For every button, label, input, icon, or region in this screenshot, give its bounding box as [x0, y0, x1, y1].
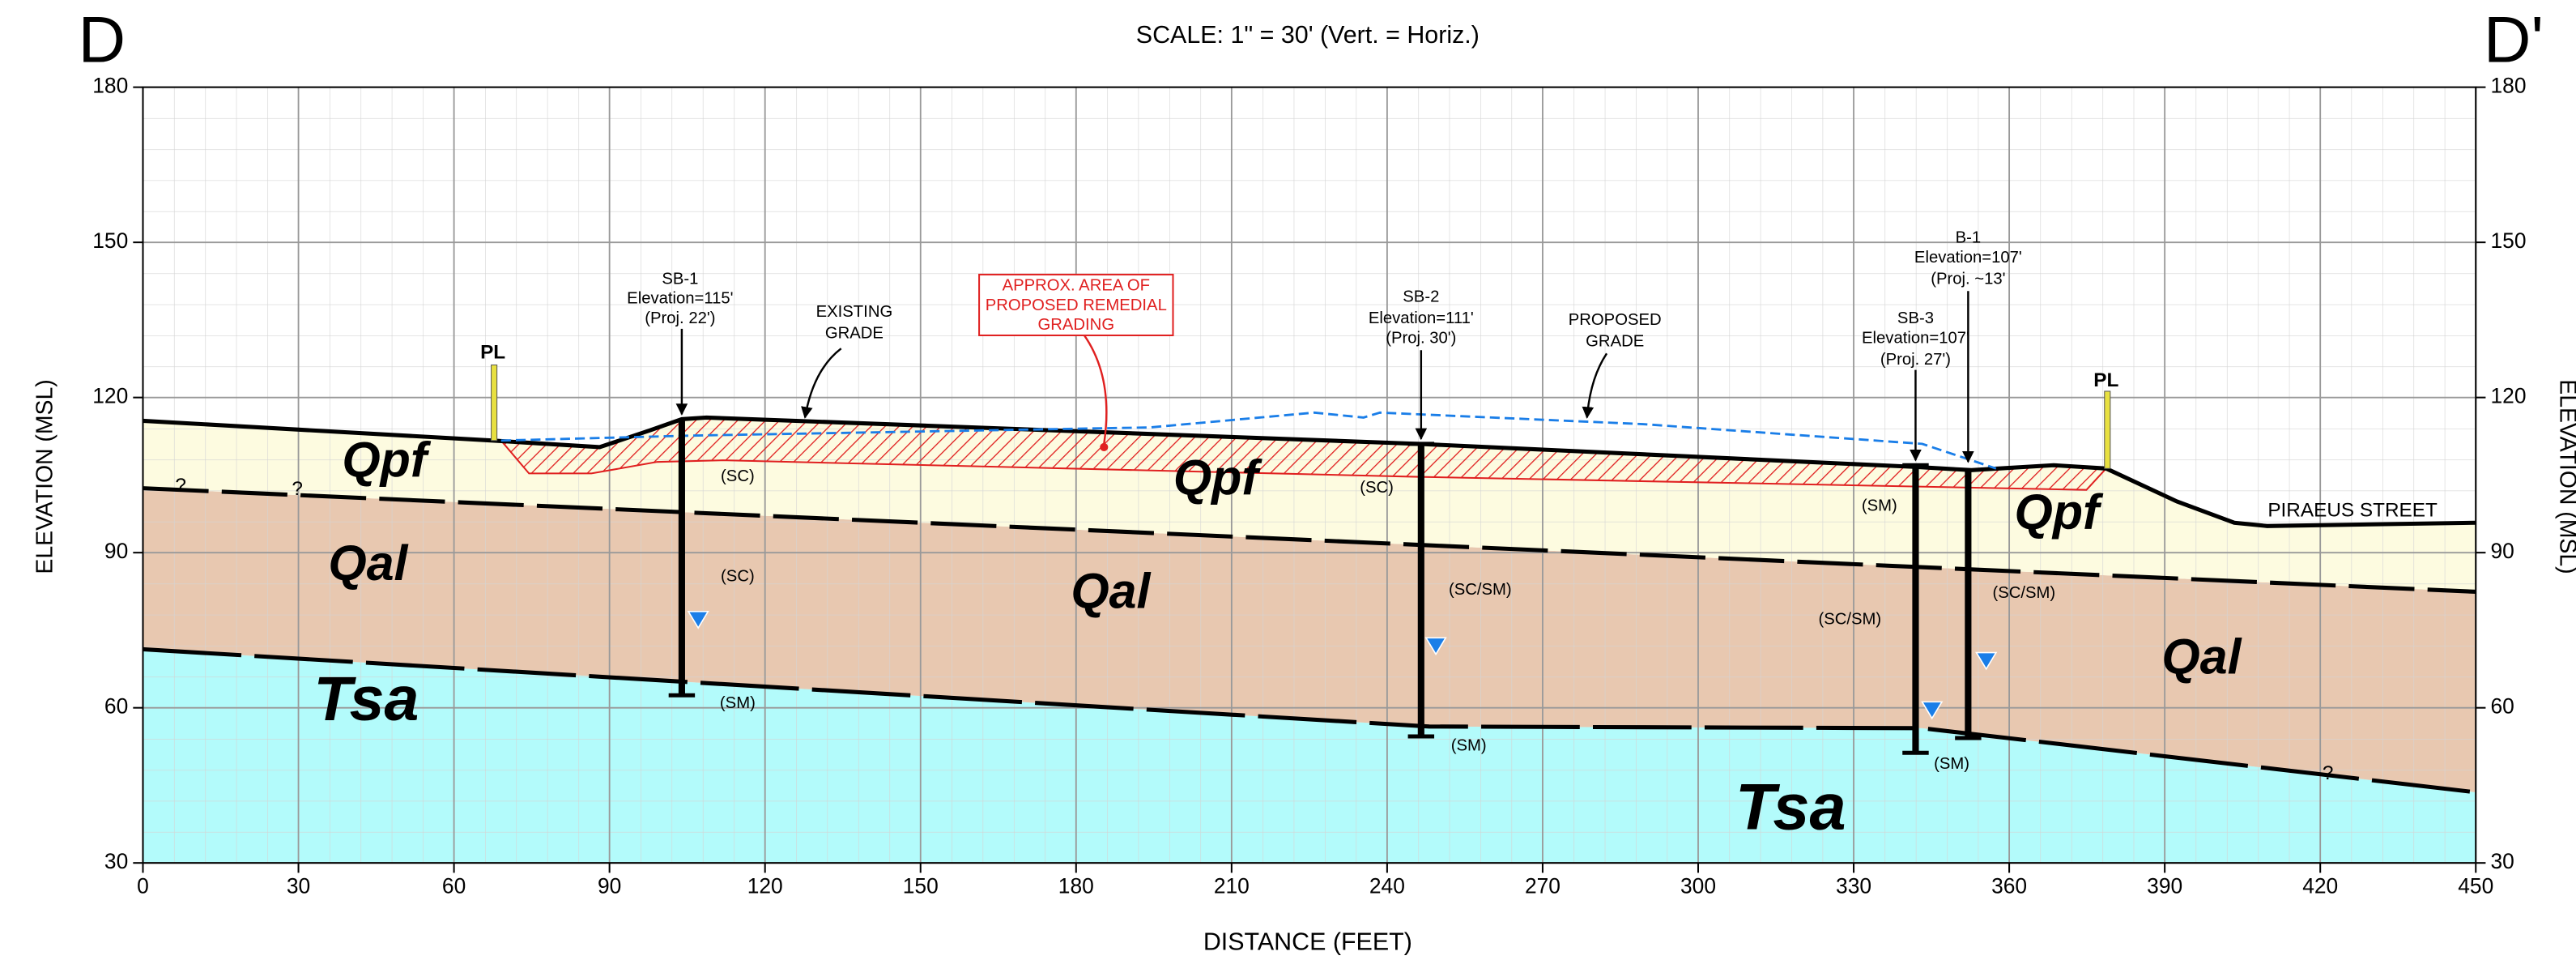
x-tick-label: 120 — [747, 874, 783, 898]
x-axis-label: DISTANCE (FEET) — [1203, 928, 1412, 956]
y-tick-label: 30 — [104, 849, 128, 873]
soil-label: (SM) — [1934, 755, 1969, 773]
boring-projection: (Proj. 30') — [1386, 329, 1456, 347]
annotation: EXISTING — [816, 303, 893, 321]
boring-projection: (Proj. ~13' — [1931, 270, 2005, 288]
soil-label: (SC/SM) — [1993, 584, 2056, 602]
unit-label: Qal — [2161, 629, 2242, 685]
street-label: PIRAEUS STREET — [2267, 499, 2438, 521]
annotation: PROPOSED REMEDIAL — [986, 297, 1167, 314]
unit-label: Tsa — [1735, 771, 1846, 844]
boring-name: SB-3 — [1897, 309, 1934, 327]
x-tick-label: 150 — [903, 874, 939, 898]
y-tick-label: 150 — [92, 228, 128, 253]
soil-label: (SC) — [721, 568, 755, 586]
x-tick-label: 390 — [2147, 874, 2182, 898]
section-marker: D' — [2484, 3, 2544, 76]
boring-elevation: Elevation=111' — [1369, 309, 1474, 327]
y-tick-label: 120 — [2491, 384, 2527, 408]
question-mark: ? — [2323, 762, 2334, 784]
x-tick-label: 180 — [1058, 874, 1094, 898]
unit-label: Tsa — [313, 664, 419, 734]
section-marker: D — [78, 3, 126, 76]
annotation: PROPOSED — [1569, 311, 1662, 329]
unit-label: Qpf — [342, 432, 432, 487]
soil-label: (SM) — [720, 694, 756, 712]
scale-note: SCALE: 1" = 30' (Vert. = Horiz.) — [1136, 21, 1480, 49]
annotation: GRADING — [1038, 316, 1115, 334]
annotation: GRADE — [1586, 332, 1644, 350]
x-tick-label: 60 — [442, 874, 466, 898]
annotation: GRADE — [825, 324, 884, 342]
boring-projection: (Proj. 27') — [1880, 351, 1951, 369]
soil-label: (SC/SM) — [1818, 610, 1881, 628]
annotation: APPROX. AREA OF — [1003, 276, 1150, 294]
boring-elevation: Elevation=115' — [627, 290, 733, 308]
y-axis-label: ELEVATION (MSL) — [32, 379, 57, 574]
property-line-label: PL — [480, 342, 505, 364]
unit-label: Qpf — [2015, 484, 2105, 540]
property-line-post — [2105, 391, 2110, 468]
property-line-post — [492, 365, 497, 440]
x-tick-label: 210 — [1214, 874, 1250, 898]
cross-section: D D' SCALE: 1" = 30' (Vert. = Horiz.) DI… — [0, 0, 2576, 960]
y-tick-label: 60 — [104, 694, 128, 719]
boring-name: B-1 — [1956, 229, 1982, 247]
y-tick-label: 180 — [2491, 74, 2527, 98]
x-tick-label: 450 — [2458, 874, 2493, 898]
x-tick-label: 300 — [1680, 874, 1716, 898]
boring-name: SB-2 — [1403, 288, 1439, 306]
soil-label: (SC/SM) — [1449, 581, 1512, 599]
leader-dot — [1100, 443, 1108, 451]
unit-label: Qal — [328, 535, 408, 591]
soil-label: (SM) — [1451, 737, 1487, 755]
y-tick-label: 30 — [2491, 849, 2514, 873]
soil-label: (SM) — [1862, 497, 1897, 514]
x-tick-label: 30 — [287, 874, 310, 898]
soil-label: (SC) — [1360, 479, 1394, 497]
x-tick-label: 0 — [137, 874, 149, 898]
y-axis-label: ELEVATION (MSL) — [2554, 379, 2576, 574]
x-tick-label: 240 — [1369, 874, 1405, 898]
question-mark: ? — [175, 475, 186, 497]
unit-label: Qal — [1071, 564, 1151, 619]
boring-projection: (Proj. 22') — [645, 309, 715, 327]
boring-elevation: Elevation=107' — [1862, 329, 1969, 347]
boring-elevation: Elevation=107' — [1914, 249, 2022, 267]
y-tick-label: 90 — [2491, 539, 2514, 563]
x-tick-label: 360 — [1991, 874, 2027, 898]
y-tick-label: 180 — [92, 74, 128, 98]
x-tick-label: 330 — [1836, 874, 1871, 898]
question-mark: ? — [292, 478, 303, 500]
y-tick-label: 90 — [104, 539, 128, 563]
boring-name: SB-1 — [662, 270, 698, 288]
x-tick-label: 420 — [2302, 874, 2338, 898]
x-tick-label: 270 — [1525, 874, 1561, 898]
y-tick-label: 60 — [2491, 694, 2514, 719]
y-tick-label: 120 — [92, 384, 128, 408]
unit-label: Qpf — [1173, 450, 1263, 506]
x-tick-label: 90 — [598, 874, 621, 898]
y-tick-label: 150 — [2491, 228, 2527, 253]
soil-label: (SC) — [721, 467, 755, 485]
page: {"header":{"scale":"SCALE: 1\" = 30' (Ve… — [0, 0, 2576, 960]
property-line-label: PL — [2093, 369, 2118, 391]
